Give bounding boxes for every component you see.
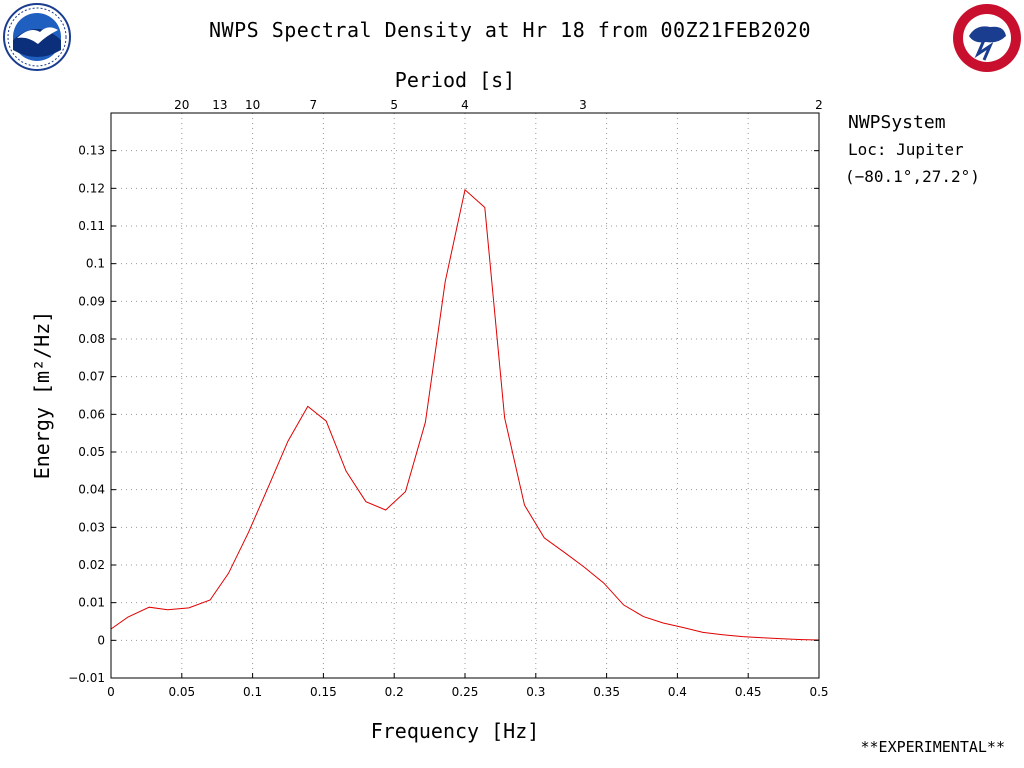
period-tick-label: 20 [174,98,189,112]
x-tick-label: 0.35 [593,685,620,699]
experimental-note: **EXPERIMENTAL** [861,738,1006,756]
y-tick-label: 0 [97,633,105,647]
period-tick-label: 3 [579,98,587,112]
location-label: Loc: Jupiter [848,140,964,159]
chart-title: NWPS Spectral Density at Hr 18 from 00Z2… [209,18,811,42]
x-tick-label: 0.45 [735,685,762,699]
x-tick-label: 0.2 [385,685,404,699]
system-name: NWPSystem [848,112,946,133]
y-tick-label: 0.05 [78,445,105,459]
y-tick-label: 0.09 [78,294,105,308]
x-axis-ticks: 0 0.05 0.1 0.15 0.2 0.25 0.3 0.35 0.4 0.45 0.5 [107,673,829,699]
period-tick-label: 13 [212,98,227,112]
x-tick-label: 0.25 [452,685,479,699]
y-tick-label: 0.12 [78,181,105,195]
y-tick-label: 0.02 [78,558,105,572]
x-tick-label: 0.05 [168,685,195,699]
x-tick-label: 0.3 [526,685,545,699]
x-tick-label: 0.4 [668,685,687,699]
grid-lines [111,113,819,678]
x-tick-label: 0.15 [310,685,337,699]
x-tick-label: 0.5 [809,685,828,699]
y-tick-label: 0.01 [78,596,105,610]
series-layer [110,188,820,641]
energy-series-line [110,188,820,641]
y-tick-label: 0.04 [78,483,105,497]
y-tick-label: −0.01 [68,671,105,685]
period-tick-label: 5 [390,98,398,112]
period-axis-label: Period [s] [395,68,515,92]
x-axis-label: Frequency [Hz] [371,719,540,743]
period-tick-label: 10 [245,98,260,112]
y-tick-label: 0.13 [78,144,105,158]
y-axis-ticks: −0.01 0 0.01 0.02 0.03 0.04 0.05 0.06 0.07 0.08 0.… [68,144,819,685]
period-tick-label: 4 [461,98,469,112]
location-coords: (−80.1°,27.2°) [845,167,980,186]
y-tick-label: 0.1 [86,257,105,271]
noaa-logo [3,3,71,71]
x-tick-label: 0 [107,685,115,699]
y-tick-label: 0.06 [78,407,105,421]
period-tick-label: 7 [309,98,317,112]
y-tick-label: 0.07 [78,370,105,384]
y-tick-label: 0.03 [78,520,105,534]
y-axis-label: Energy [m²/Hz] [30,311,54,480]
nws-logo [953,4,1021,72]
x-tick-label: 0.1 [243,685,262,699]
y-tick-label: 0.11 [78,219,105,233]
y-tick-label: 0.08 [78,332,105,346]
period-tick-label: 2 [815,98,823,112]
